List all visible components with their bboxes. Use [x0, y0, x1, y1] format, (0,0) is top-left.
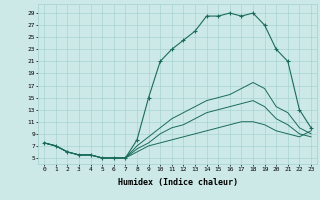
X-axis label: Humidex (Indice chaleur): Humidex (Indice chaleur) — [118, 178, 238, 187]
